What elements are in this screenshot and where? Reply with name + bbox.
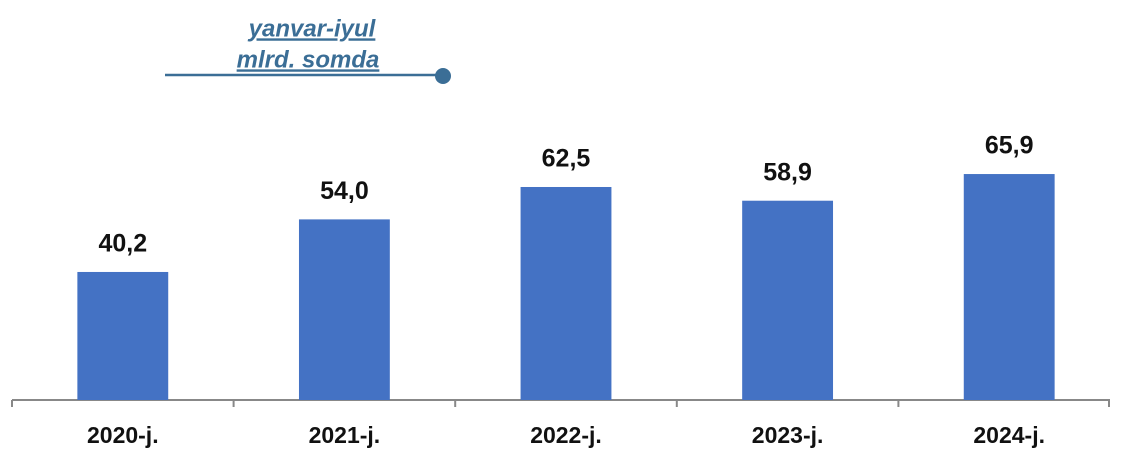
x-tick-label: 2023-j. xyxy=(752,422,824,448)
x-tick-label: 2021-j. xyxy=(309,422,381,448)
x-tick-label: 2024-j. xyxy=(973,422,1045,448)
value-label: 40,2 xyxy=(98,230,147,258)
value-label: 62,5 xyxy=(542,145,591,173)
chart-title: yanvar-iyul xyxy=(248,15,377,42)
value-label: 54,0 xyxy=(320,177,369,205)
bar xyxy=(520,186,612,400)
chart-subtitle: mlrd. somda xyxy=(237,46,380,73)
x-tick-label: 2020-j. xyxy=(87,422,159,448)
value-label: 65,9 xyxy=(985,132,1034,160)
value-label: 58,9 xyxy=(763,158,812,186)
bar xyxy=(298,219,390,400)
x-tick-label: 2022-j. xyxy=(530,422,602,448)
bar xyxy=(742,200,834,400)
title-dot xyxy=(435,68,451,84)
bar xyxy=(963,174,1055,400)
bar xyxy=(77,271,169,400)
